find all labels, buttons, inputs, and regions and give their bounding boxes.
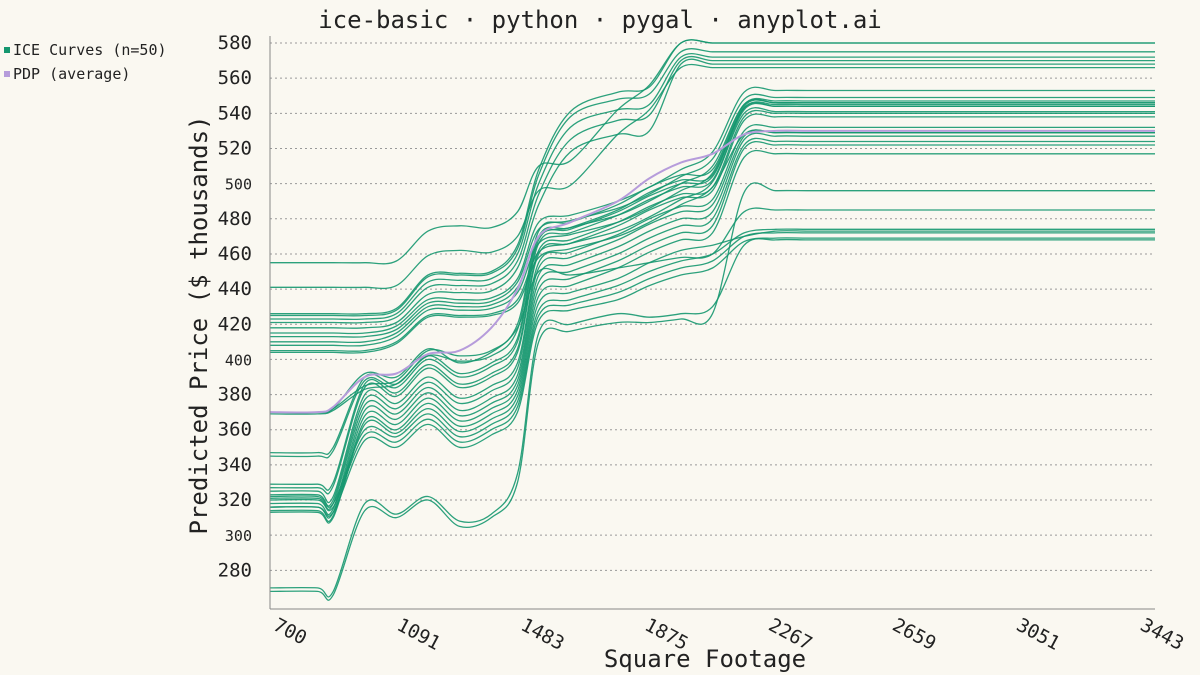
ice-curves [269, 39, 1155, 601]
x-axis-title: Square Footage [604, 645, 806, 673]
y-tick-label: 560 [218, 67, 252, 89]
y-tick-label: 400 [225, 351, 252, 369]
y-axis-title: Predicted Price ($ thousands) [185, 115, 213, 534]
y-tick-label: 300 [225, 527, 252, 545]
x-tick-label: 1091 [393, 614, 444, 655]
ice-curve [270, 63, 1155, 290]
legend-label-pdp: PDP (average) [13, 65, 131, 83]
y-tick-label: 540 [218, 102, 252, 124]
axes [269, 36, 1155, 610]
y-tick-label: 360 [218, 419, 252, 441]
legend: ICE Curves (n=50) PDP (average) [4, 38, 167, 86]
y-tick-label: 480 [218, 208, 252, 230]
ice-curve [269, 48, 1155, 317]
y-tick-label: 320 [218, 489, 252, 511]
pdp-curve [269, 129, 1155, 414]
y-tick-label: 380 [218, 384, 252, 406]
ice-curve [269, 113, 1155, 495]
x-tick-label: 3443 [1137, 614, 1188, 655]
legend-item-pdp[interactable]: PDP (average) [4, 62, 167, 86]
y-tick-label: 520 [218, 137, 252, 159]
y-tick-label: 280 [218, 559, 252, 581]
ice-curve [269, 137, 1155, 516]
ice-curve [270, 93, 1155, 338]
pdp-line [269, 129, 1155, 414]
ice-curve [270, 39, 1155, 315]
ice-curve [269, 149, 1155, 523]
ice-curve [269, 99, 1155, 455]
ice-curve [269, 107, 1155, 352]
x-tick-label: 1483 [517, 614, 568, 655]
chart-title: ice-basic · python · pygal · anyplot.ai [318, 6, 882, 34]
ice-curve [269, 228, 1155, 508]
y-tick-label: 420 [218, 313, 252, 335]
ice-curve [269, 52, 1155, 321]
legend-item-ice[interactable]: ICE Curves (n=50) [4, 38, 167, 62]
x-tick-label: 2659 [889, 614, 940, 655]
ice-curve [269, 231, 1155, 512]
y-tick-label: 340 [218, 454, 252, 476]
ice-curve [269, 230, 1155, 524]
ice-curve [269, 124, 1155, 504]
ice-curve [269, 129, 1155, 354]
y-tick-label: 580 [218, 32, 252, 54]
ice-curve [269, 109, 1155, 491]
ice-curve [269, 237, 1155, 517]
ice-curve [269, 182, 1155, 601]
legend-label-ice: ICE Curves (n=50) [13, 41, 167, 59]
y-tick-labels: 280 300 320 340 360 380 400 420 440 460 480 500 520 5… [218, 32, 252, 581]
legend-swatch-pdp [4, 71, 10, 77]
ice-curve [269, 132, 1155, 511]
x-tick-label: 700 [270, 614, 311, 650]
ice-curve [269, 86, 1155, 335]
legend-swatch-ice [4, 47, 10, 53]
y-tick-label: 460 [218, 243, 252, 265]
ice-curve [269, 102, 1155, 459]
ice-curve [269, 140, 1155, 519]
ice-curve [269, 129, 1155, 507]
y-tick-label: 440 [218, 278, 252, 300]
x-tick-label: 3051 [1013, 614, 1064, 655]
ice-curve [269, 238, 1155, 598]
ice-curve [270, 58, 1155, 329]
ice-curve [270, 55, 1155, 324]
y-tick-label: 500 [225, 176, 252, 194]
ice-curve [269, 101, 1155, 415]
ice-curve [270, 102, 1155, 347]
